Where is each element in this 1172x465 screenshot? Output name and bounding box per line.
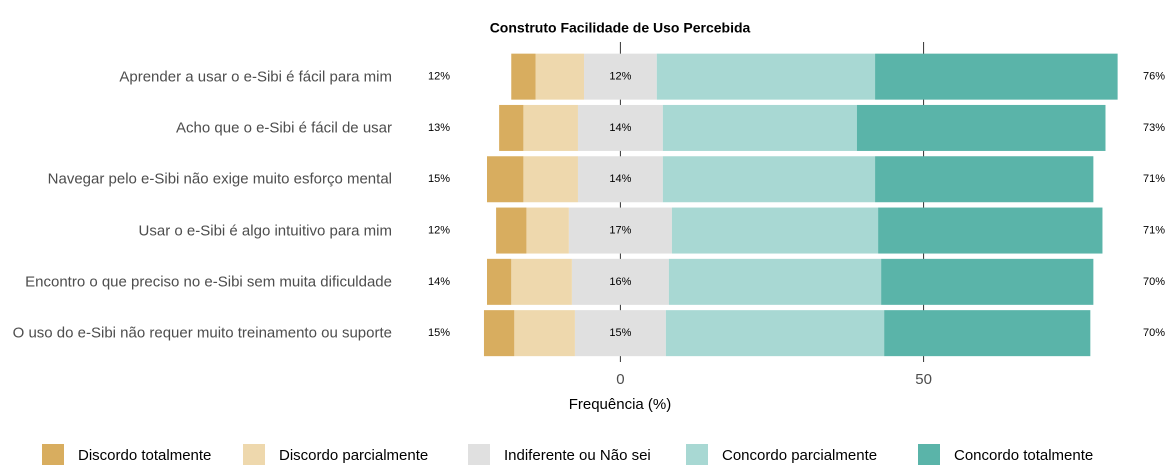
- bar-segment: [875, 53, 1118, 100]
- bar-segment: [662, 156, 876, 203]
- bar-segment: [523, 104, 578, 151]
- bar-segment: [535, 53, 585, 100]
- bar-segment: [584, 53, 657, 100]
- left-label: 13%: [428, 122, 450, 134]
- category-label: Navegar pelo e-Sibi não exige muito esfo…: [47, 170, 392, 188]
- bar-segment: [884, 310, 1091, 357]
- left-label: 15%: [428, 173, 450, 185]
- legend-label: Discordo totalmente: [78, 447, 211, 464]
- category-label: Acho que o e-Sibi é fácil de usar: [176, 119, 392, 137]
- bar-segment: [574, 310, 666, 357]
- bar-segment: [499, 104, 524, 151]
- legend-swatch: [468, 444, 490, 465]
- bar-segment: [568, 207, 672, 254]
- legend-swatch: [42, 444, 64, 465]
- x-axis-label: Frequência (%): [569, 396, 672, 413]
- bar-segment: [662, 104, 857, 151]
- legend-label: Concordo totalmente: [954, 447, 1093, 464]
- legend-label: Indiferente ou Não sei: [504, 447, 651, 464]
- left-label: 14%: [428, 276, 450, 288]
- x-tick-label: 0: [616, 371, 624, 388]
- chart-title: Construto Facilidade de Uso Percebida: [490, 20, 751, 36]
- bar-segment: [487, 156, 524, 203]
- left-label: 12%: [428, 224, 450, 236]
- right-label: 70%: [1143, 276, 1165, 288]
- bar-segment: [878, 207, 1103, 254]
- center-label: 17%: [609, 224, 631, 236]
- bar-segment: [511, 258, 572, 305]
- bar-segment: [671, 207, 879, 254]
- right-label: 76%: [1143, 71, 1165, 83]
- x-tick-label: 50: [915, 371, 932, 388]
- legend-swatch: [918, 444, 940, 465]
- center-label: 16%: [609, 276, 631, 288]
- right-label: 73%: [1143, 122, 1165, 134]
- category-label: O uso do e-Sibi não requer muito treinam…: [12, 324, 392, 342]
- bar-segment: [571, 258, 669, 305]
- left-label: 15%: [428, 327, 450, 339]
- bar-segment: [496, 207, 527, 254]
- bar-segment: [511, 53, 536, 100]
- bar-segment: [523, 156, 578, 203]
- legend-swatch: [243, 444, 265, 465]
- center-label: 15%: [609, 327, 631, 339]
- bar-segment: [577, 156, 663, 203]
- center-label: 14%: [609, 173, 631, 185]
- right-label: 70%: [1143, 327, 1165, 339]
- center-label: 14%: [609, 122, 631, 134]
- bar-segment: [514, 310, 575, 357]
- bar-segment: [577, 104, 663, 151]
- bar-segment: [668, 258, 882, 305]
- bar-segment: [856, 104, 1106, 151]
- center-label: 12%: [609, 71, 631, 83]
- category-label: Usar o e-Sibi é algo intuitivo para mim: [138, 222, 392, 240]
- bar-segment: [483, 310, 515, 357]
- legend-swatch: [686, 444, 708, 465]
- category-label: Encontro o que preciso no e-Sibi sem mui…: [25, 273, 392, 291]
- category-label: Aprender a usar o e-Sibi é fácil para mi…: [119, 68, 392, 86]
- bar-segment: [526, 207, 569, 254]
- legend-label: Concordo parcialmente: [722, 447, 877, 464]
- bar-segment: [881, 258, 1094, 305]
- right-label: 71%: [1143, 224, 1165, 236]
- legend-label: Discordo parcialmente: [279, 447, 428, 464]
- left-label: 12%: [428, 71, 450, 83]
- bar-segment: [665, 310, 885, 357]
- right-label: 71%: [1143, 173, 1165, 185]
- bar-segment: [875, 156, 1094, 203]
- bar-segment: [487, 258, 512, 305]
- bar-segment: [656, 53, 876, 100]
